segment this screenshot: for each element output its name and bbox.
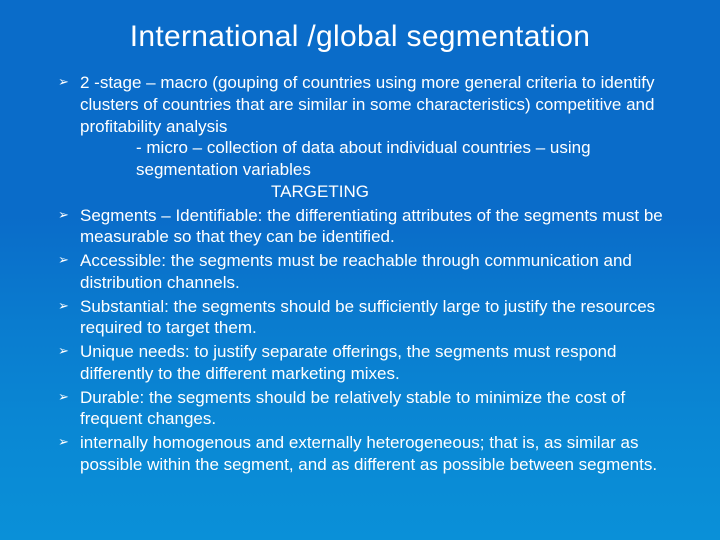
bullet-text: Unique needs: to justify separate offeri… [80,342,616,383]
bullet-item-2: Accessible: the segments must be reachab… [58,250,680,294]
bullet-text: Segments – Identifiable: the differentia… [80,206,663,247]
bullet-item-5: Durable: the segments should be relative… [58,387,680,431]
bullet-item-3: Substantial: the segments should be suff… [58,296,680,340]
bullet-item-1: Segments – Identifiable: the differentia… [58,205,680,249]
bullet-text: 2 -stage – macro (gouping of countries u… [80,72,680,137]
bullet-item-0: 2 -stage – macro (gouping of countries u… [58,72,680,203]
bullet-item-6: internally homogenous and externally het… [58,432,680,476]
bullet-center-text: TARGETING [80,181,680,203]
bullet-list: 2 -stage – macro (gouping of countries u… [30,72,690,476]
bullet-item-4: Unique needs: to justify separate offeri… [58,341,680,385]
bullet-text: internally homogenous and externally het… [80,433,657,474]
bullet-text: Durable: the segments should be relative… [80,388,625,429]
bullet-text: Substantial: the segments should be suff… [80,297,655,338]
bullet-text: Accessible: the segments must be reachab… [80,251,632,292]
bullet-subtext: - micro – collection of data about indiv… [80,137,680,181]
slide: International /global segmentation 2 -st… [0,0,720,540]
slide-title: International /global segmentation [30,20,690,54]
